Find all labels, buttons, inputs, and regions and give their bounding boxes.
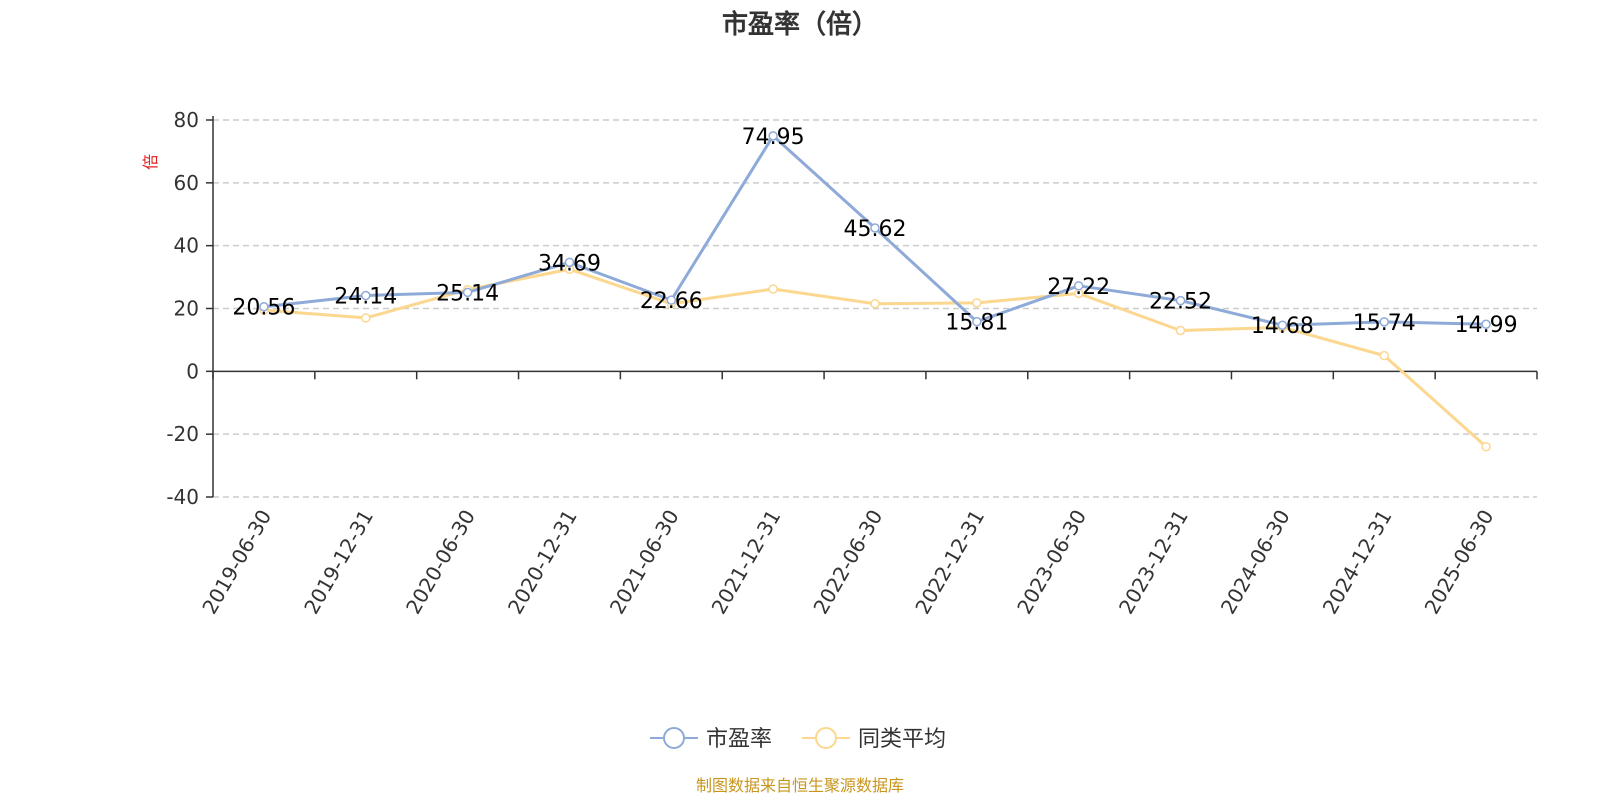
data-label-pe: 14.68 <box>1251 314 1314 339</box>
data-point-pe[interactable] <box>1277 320 1288 330</box>
data-point-pe[interactable] <box>666 295 677 305</box>
y-tick-label: -20 <box>166 422 199 446</box>
data-point-pe[interactable] <box>361 290 371 301</box>
data-point-peer-average[interactable] <box>1175 325 1186 336</box>
data-label-pe: 22.66 <box>640 289 703 314</box>
y-tick-label: 40 <box>174 234 199 258</box>
x-tick-label: 2022-12-31 <box>910 506 989 619</box>
x-tick-label: 2020-12-31 <box>503 506 582 619</box>
legend-marker-avg-circle <box>815 727 837 749</box>
data-point-pe[interactable] <box>1481 319 1491 329</box>
x-tick-label: 2019-06-30 <box>197 506 276 619</box>
data-point-pe[interactable] <box>462 287 473 298</box>
y-axis-label: 倍 <box>141 154 160 170</box>
y-tick-label: 0 <box>186 359 199 383</box>
x-tick-label: 2023-12-31 <box>1114 506 1193 619</box>
x-tick-label: 2024-12-31 <box>1318 506 1397 619</box>
data-labels: 20.56 24.14 25.14 34.69 22.66 74.95 45.62 15.81… <box>232 125 1517 339</box>
data-label-pe: 20.56 <box>232 296 295 321</box>
source-note: 制图数据来自恒生聚源数据库 <box>696 776 904 795</box>
data-point-peer-average[interactable] <box>870 299 880 309</box>
data-label-pe: 15.81 <box>945 311 1008 336</box>
x-tick-label: 2023-06-30 <box>1012 506 1091 619</box>
legend[interactable]: 市盈率 同类平均 <box>650 727 946 752</box>
y-tick-label: 20 <box>174 297 199 321</box>
series-lines <box>259 131 1491 452</box>
data-label-pe: 15.74 <box>1353 311 1416 336</box>
data-label-pe: 45.62 <box>844 217 907 242</box>
legend-item-peer-average[interactable]: 同类平均 <box>802 727 946 752</box>
x-tick-label: 2019-12-31 <box>299 506 378 619</box>
data-point-pe[interactable] <box>972 316 982 327</box>
legend-item-pe[interactable]: 市盈率 <box>650 727 772 752</box>
chart-title: 市盈率（倍） <box>722 9 878 40</box>
legend-label-peer-average: 同类平均 <box>858 727 946 752</box>
y-tick-label: 60 <box>174 171 199 195</box>
data-point-pe[interactable] <box>1379 317 1389 327</box>
x-tick-label: 2022-06-30 <box>808 506 887 619</box>
data-point-pe[interactable] <box>259 301 269 312</box>
data-point-pe[interactable] <box>564 257 575 268</box>
y-tick-label: 80 <box>174 108 199 132</box>
data-label-pe: 34.69 <box>538 251 601 276</box>
x-tick-label: 2021-06-30 <box>605 506 684 619</box>
data-point-pe[interactable] <box>768 131 778 141</box>
legend-label-pe: 市盈率 <box>706 727 772 752</box>
data-label-pe: 24.14 <box>334 284 397 309</box>
data-label-pe: 22.52 <box>1149 290 1212 315</box>
data-point-pe[interactable] <box>1175 295 1186 306</box>
data-label-pe: 27.22 <box>1047 275 1110 300</box>
data-point-peer-average[interactable] <box>972 298 982 308</box>
data-point-peer-average[interactable] <box>1481 441 1491 452</box>
data-point-peer-average[interactable] <box>768 284 778 294</box>
grid-lines <box>213 119 1537 498</box>
x-tick-label: 2024-06-30 <box>1216 506 1295 619</box>
data-point-peer-average[interactable] <box>1379 350 1389 361</box>
x-tick-label: 2020-06-30 <box>401 506 480 619</box>
data-label-pe: 74.95 <box>742 125 805 150</box>
data-point-peer-average[interactable] <box>361 313 371 323</box>
data-point-pe[interactable] <box>870 223 880 233</box>
x-tick-label: 2025-06-30 <box>1420 506 1499 619</box>
y-tick-label: -40 <box>166 485 199 509</box>
data-label-pe: 25.14 <box>436 281 499 306</box>
data-point-pe[interactable] <box>1073 281 1084 291</box>
data-label-pe: 14.99 <box>1455 313 1518 338</box>
x-tick-label: 2021-12-31 <box>707 506 786 619</box>
legend-marker-pe-circle <box>663 727 685 749</box>
